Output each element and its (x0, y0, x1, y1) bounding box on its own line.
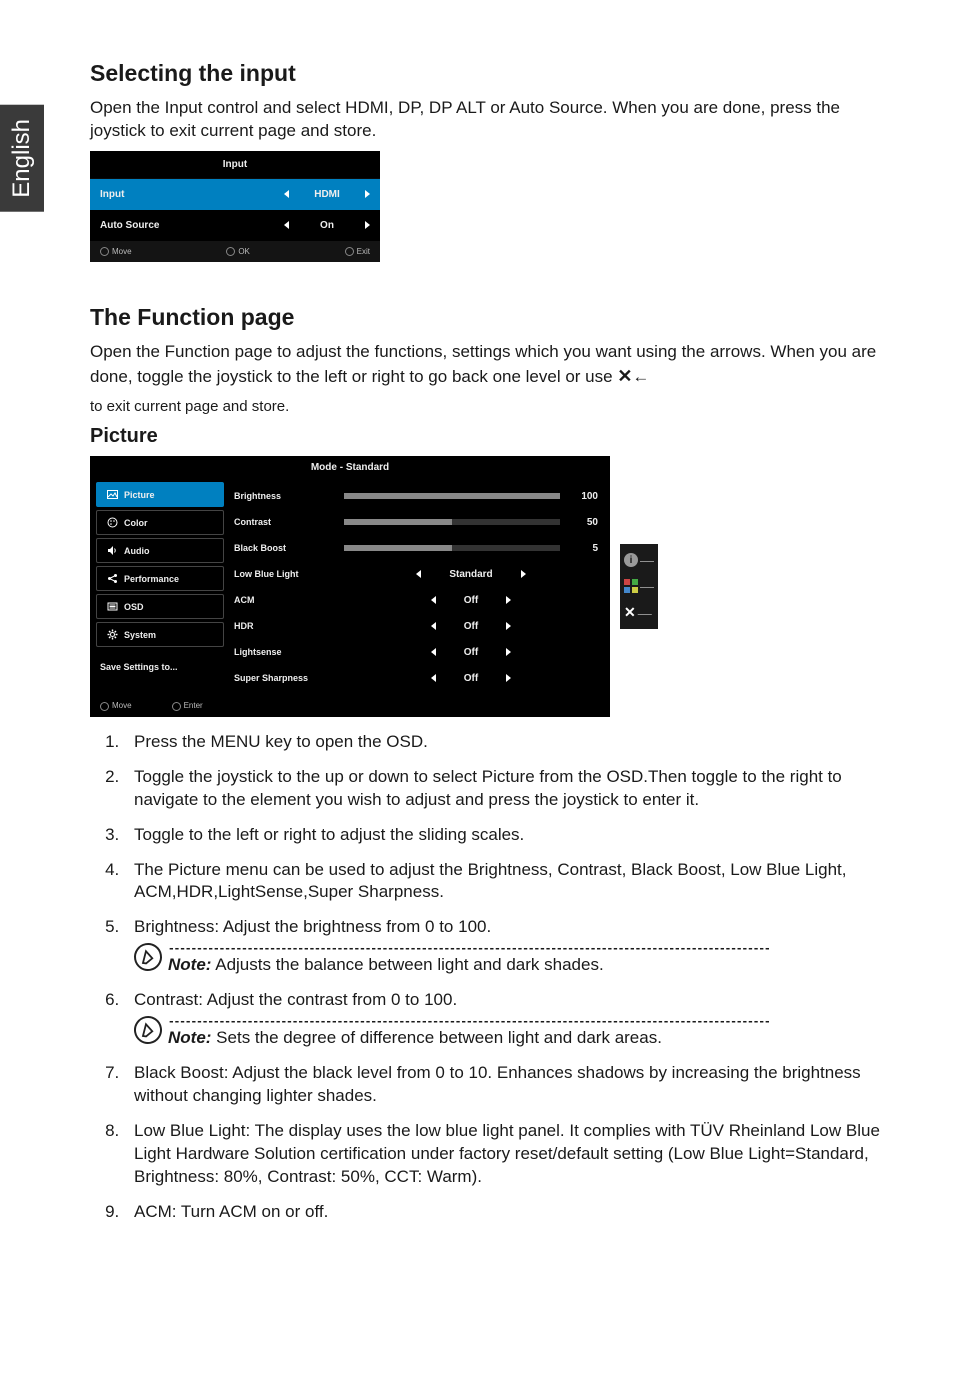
section1-heading: Selecting the input (90, 60, 894, 87)
joystick-icon (345, 247, 354, 256)
note-icon (132, 941, 164, 973)
sidebar-item-audio[interactable]: Audio (96, 538, 224, 563)
osd-sidebar: Picture Color Audio Performance OSD Syst… (90, 479, 230, 695)
menu-icon (107, 601, 118, 612)
right-arrow-icon[interactable] (365, 221, 370, 229)
joystick-icon (100, 702, 109, 711)
input-osd-hints: Move OK Exit (90, 241, 380, 262)
sidebar-item-performance[interactable]: Performance (96, 566, 224, 591)
list-item: Brightness: Adjust the brightness from 0… (124, 916, 894, 977)
sidebar-item-osd[interactable]: OSD (96, 594, 224, 619)
share-icon (107, 573, 118, 584)
input-row-value: HDMI (309, 189, 345, 200)
left-arrow-icon[interactable] (431, 596, 436, 604)
section1-paragraph: Open the Input control and select HDMI, … (90, 97, 894, 143)
speaker-icon (107, 545, 118, 556)
grid-icon[interactable]: — (624, 578, 654, 594)
image-icon (107, 489, 118, 500)
sidebar-item-color[interactable]: Color (96, 510, 224, 535)
input-osd-row-input[interactable]: Input HDMI (90, 179, 380, 210)
right-arrow-icon[interactable] (506, 596, 511, 604)
note-block: ----------------------------------------… (134, 943, 894, 977)
autosource-row-value: On (309, 220, 345, 231)
left-arrow-icon[interactable] (431, 622, 436, 630)
osd-row-supersharpness[interactable]: Super SharpnessOff (234, 665, 598, 691)
right-arrow-icon[interactable] (521, 570, 526, 578)
joystick-icon (172, 702, 181, 711)
save-settings-label[interactable]: Save Settings to... (90, 650, 230, 684)
left-arrow-icon[interactable] (284, 221, 289, 229)
dashes-divider: ----------------------------------------… (168, 943, 894, 954)
picture-osd-title: Mode - Standard (90, 456, 610, 479)
sidebar-item-picture[interactable]: Picture (96, 482, 224, 507)
osd-row-acm[interactable]: ACMOff (234, 587, 598, 613)
page-content: Selecting the input Open the Input contr… (0, 0, 954, 1276)
close-icon: ✕ (617, 366, 632, 386)
note-text: Sets the degree of difference between li… (211, 1028, 661, 1047)
close-icon[interactable]: ✕— (624, 604, 654, 621)
left-arrow-icon[interactable] (431, 674, 436, 682)
osd-content: Brightness100 Contrast50 Black Boost5 Lo… (230, 479, 610, 695)
right-arrow-icon[interactable] (506, 648, 511, 656)
osd-row-lightsense[interactable]: LightsenseOff (234, 639, 598, 665)
osd-row-hdr[interactable]: HDROff (234, 613, 598, 639)
list-item: Contrast: Adjust the contrast from 0 to … (124, 989, 894, 1050)
instructions-list: Press the MENU key to open the OSD. Togg… (98, 731, 894, 1224)
osd-side-icons: i— — ✕— (620, 544, 658, 629)
joystick-icon (100, 247, 109, 256)
note-icon (132, 1014, 164, 1046)
left-arrow-icon[interactable] (284, 190, 289, 198)
list-item: Black Boost: Adjust the black level from… (124, 1062, 894, 1108)
picture-subheading: Picture (90, 425, 894, 448)
picture-osd-hints: Move Enter (90, 695, 610, 716)
list-item: Toggle the joystick to the up or down to… (124, 766, 894, 812)
osd-row-lowbluelight[interactable]: Low Blue LightStandard (234, 561, 598, 587)
right-arrow-icon[interactable] (506, 674, 511, 682)
section2-heading: The Function page (90, 304, 894, 331)
note-block: ----------------------------------------… (134, 1016, 894, 1050)
left-arrow-icon[interactable] (416, 570, 421, 578)
list-item: Press the MENU key to open the OSD. (124, 731, 894, 754)
right-arrow-icon[interactable] (506, 622, 511, 630)
note-label: Note: (168, 955, 211, 974)
list-item: The Picture menu can be used to adjust t… (124, 859, 894, 905)
list-item: ACM: Turn ACM on or off. (124, 1201, 894, 1224)
info-icon[interactable]: i— (624, 552, 654, 568)
list-item: Low Blue Light: The display uses the low… (124, 1120, 894, 1189)
osd-row-brightness[interactable]: Brightness100 (234, 483, 598, 509)
list-item: Toggle to the left or right to adjust th… (124, 824, 894, 847)
sidebar-item-system[interactable]: System (96, 622, 224, 647)
note-label: Note: (168, 1028, 211, 1047)
palette-icon (107, 517, 118, 528)
section2-paragraph: Open the Function page to adjust the fun… (90, 341, 894, 389)
right-arrow-icon[interactable] (365, 190, 370, 198)
section2-paragraph-b: to exit current page and store. (90, 397, 894, 417)
input-osd-title: Input (90, 151, 380, 179)
input-osd-panel: Input Input HDMI Auto Source On Move OK … (90, 151, 380, 262)
picture-osd-panel: Mode - Standard Picture Color Audio Perf… (90, 456, 610, 716)
note-text: Adjusts the balance between light and da… (211, 955, 603, 974)
input-row-label: Input (100, 189, 190, 200)
dashes-divider: ----------------------------------------… (168, 1016, 894, 1027)
osd-row-contrast[interactable]: Contrast50 (234, 509, 598, 535)
input-osd-row-autosource[interactable]: Auto Source On (90, 210, 380, 241)
joystick-icon (226, 247, 235, 256)
osd-row-blackboost[interactable]: Black Boost5 (234, 535, 598, 561)
left-arrow-icon[interactable] (431, 648, 436, 656)
autosource-row-label: Auto Source (100, 220, 190, 231)
gear-icon (107, 629, 118, 640)
